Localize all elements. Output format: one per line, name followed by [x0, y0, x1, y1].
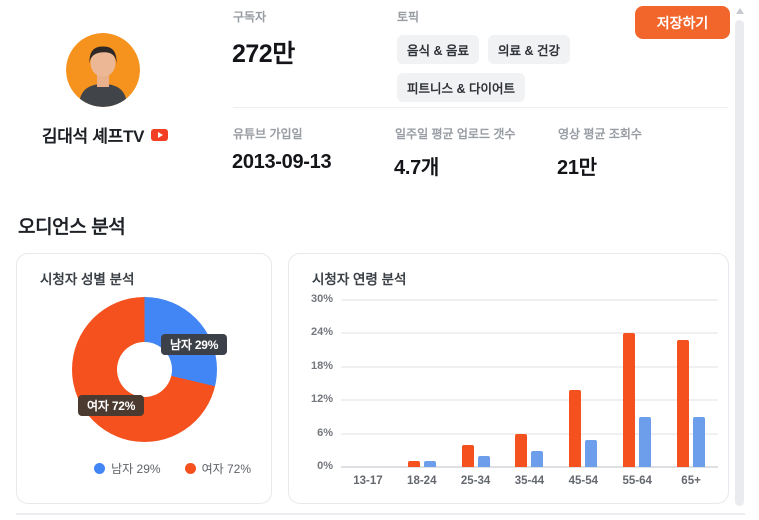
subscribers-value: 272만 [232, 40, 295, 68]
age-chart-title: 시청자 연령 분석 [312, 272, 407, 287]
gridline [341, 432, 718, 435]
audience-section-title: 오디언스 분석 [18, 217, 126, 238]
weekly-uploads-value: 4.7개 [394, 157, 440, 179]
subscribers-label: 구독자 [233, 10, 267, 24]
bar-group-18-24 [395, 300, 449, 467]
avg-views-label: 영상 평균 조회수 [558, 127, 642, 141]
save-button[interactable]: 저장하기 [635, 6, 730, 39]
x-axis-tick: 55-64 [622, 475, 652, 487]
scrollbar-thumb[interactable] [735, 20, 744, 506]
channel-name: 김대석 셰프TV [41, 127, 145, 146]
y-axis-tick: 30% [310, 293, 333, 305]
gridline [341, 332, 718, 335]
age-bar-chart: 0% 6% 12% 18% 24% 30% 13-17 18-24 25-34 35-44 45-5… [289, 292, 730, 497]
bar-group-25-34 [449, 300, 503, 467]
y-axis-tick: 6% [317, 426, 333, 439]
bar-남자-18-24 [423, 461, 436, 467]
bar-group-13-17 [341, 300, 395, 467]
topic-tag: 음식 & 음료 [397, 35, 479, 64]
bar-여자-35-44 [515, 434, 528, 467]
gridline [341, 365, 718, 368]
legend-item-남자[interactable]: 남자 29% [94, 460, 161, 477]
legend-label: 여자 72% [201, 462, 251, 476]
header-divider [233, 107, 728, 108]
bar-group-55-64 [610, 300, 664, 467]
y-axis-tick: 18% [310, 359, 333, 372]
bar-남자-65+ [693, 417, 706, 467]
channel-avatar [66, 33, 140, 107]
gender-chart-title: 시청자 성별 분석 [40, 272, 135, 287]
bar-여자-25-34 [461, 445, 474, 467]
x-axis-tick: 65+ [681, 475, 701, 487]
join-date-label: 유튜브 가입일 [233, 127, 303, 141]
topic-tag: 피트니스 & 다이어트 [397, 73, 525, 102]
y-axis-tick: 24% [310, 326, 333, 339]
bar-group-65+ [664, 300, 718, 467]
legend-dot [184, 463, 196, 474]
channel-name-row: 김대석 셰프TV [0, 122, 210, 147]
age-analysis-card: 시청자 연령 분석 0% 6% 12% 18% 24% 30% 13-17 18-24 25-3… [288, 253, 729, 504]
bar-group-45-54 [556, 300, 610, 467]
gender-legend: 남자 29% 여자 72% [94, 460, 251, 477]
gridline [341, 399, 718, 402]
x-axis-line [341, 466, 718, 468]
x-axis-tick: 18-24 [407, 475, 437, 487]
legend-dot [94, 463, 106, 474]
male-callout-badge: 남자 29% [161, 334, 228, 355]
bar-남자-35-44 [531, 451, 544, 467]
youtube-play-icon[interactable] [151, 128, 169, 141]
avg-views-value: 21만 [557, 157, 597, 179]
scrollbar-up-arrow[interactable] [736, 8, 744, 14]
legend-item-여자[interactable]: 여자 72% [184, 460, 251, 477]
x-axis-tick: 13-17 [353, 475, 383, 487]
bar-남자-45-54 [585, 440, 598, 467]
gender-analysis-card: 시청자 성별 분석 남자 29% 여자 72% 남자 29% 여자 72% [16, 253, 272, 504]
chef-photo-placeholder [66, 33, 140, 107]
bar-여자-65+ [677, 340, 690, 467]
bar-여자-18-24 [407, 461, 420, 467]
bar-group-35-44 [503, 300, 557, 467]
join-date-value: 2013-09-13 [232, 151, 332, 173]
topics-label: 토픽 [397, 10, 420, 24]
weekly-uploads-label: 일주일 평균 업로드 갯수 [395, 127, 516, 141]
bar-남자-55-64 [639, 417, 652, 467]
y-axis-tick: 12% [310, 393, 333, 406]
y-axis-tick: 0% [317, 460, 333, 472]
section-divider [16, 513, 745, 515]
gridline [341, 299, 718, 301]
bar-여자-55-64 [623, 333, 636, 467]
x-axis-tick: 25-34 [460, 475, 491, 487]
female-callout-badge: 여자 72% [78, 395, 145, 416]
topic-tag: 의료 & 건강 [487, 35, 570, 64]
x-axis-tick: 45-54 [568, 475, 599, 487]
bar-남자-25-34 [477, 456, 490, 467]
x-axis-tick: 35-44 [514, 475, 545, 487]
bar-여자-45-54 [569, 390, 582, 467]
legend-label: 남자 29% [111, 462, 161, 476]
